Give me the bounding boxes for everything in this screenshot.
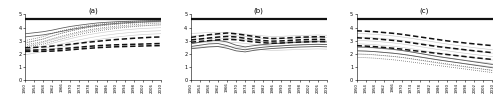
Title: (a): (a) [88, 7, 98, 14]
Title: (b): (b) [254, 7, 264, 14]
Title: (c): (c) [420, 7, 429, 14]
